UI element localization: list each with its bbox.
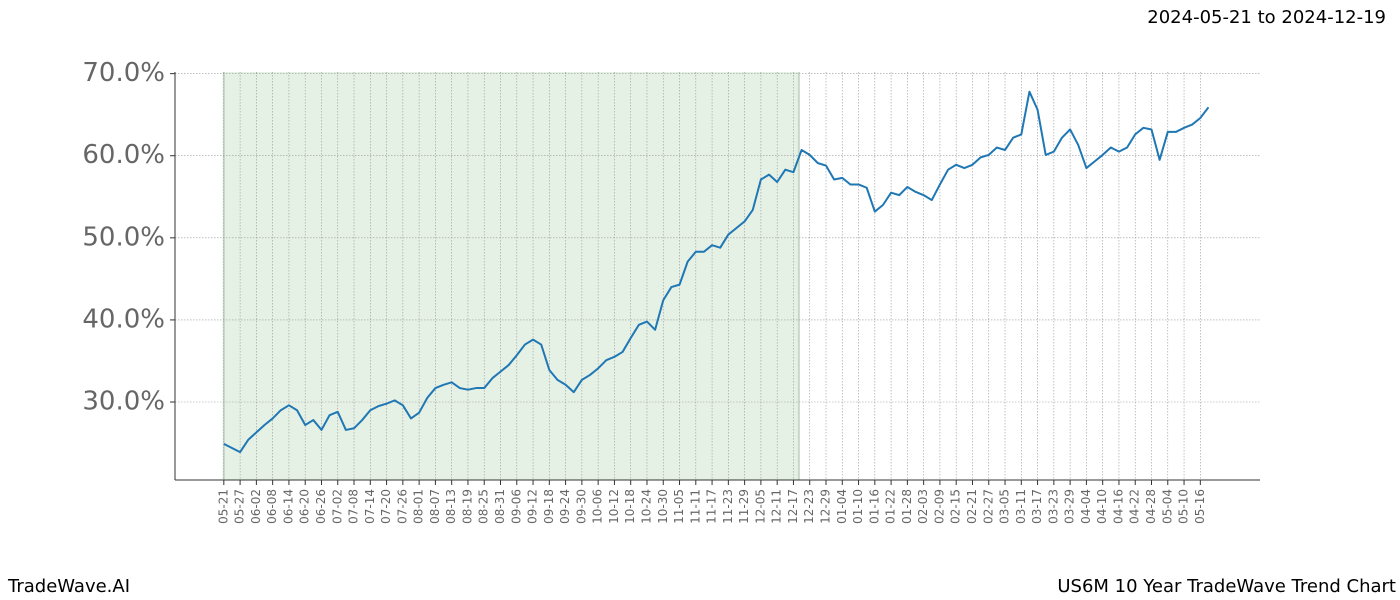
x-tick-label: 08-25 <box>477 489 491 524</box>
x-tick-label: 09-06 <box>509 489 523 524</box>
x-tick-label: 09-30 <box>574 489 588 524</box>
trend-line <box>223 90 1210 454</box>
x-tick-label: 08-31 <box>493 489 507 524</box>
x-tick-label: 09-18 <box>542 489 556 524</box>
x-tick-label: 05-27 <box>233 489 247 524</box>
x-tick-label: 07-02 <box>330 489 344 524</box>
x-tick-label: 04-04 <box>1079 489 1093 524</box>
x-tick-label: 12-29 <box>819 489 833 524</box>
x-tick-label: 02-03 <box>916 489 930 524</box>
x-tick-label: 02-09 <box>932 489 946 524</box>
x-tick-label: 06-02 <box>249 489 263 524</box>
x-tick-label: 01-28 <box>900 489 914 524</box>
x-tick-label: 01-04 <box>835 489 849 524</box>
x-tick-label: 02-15 <box>949 489 963 524</box>
x-tick-label: 03-05 <box>998 489 1012 524</box>
x-tick-label: 10-30 <box>656 489 670 524</box>
brand: TradeWave.AI <box>7 576 130 597</box>
x-tick-label: 04-28 <box>1144 489 1158 524</box>
x-tick-label: 10-12 <box>607 489 621 524</box>
highlight-band <box>223 72 799 480</box>
x-tick-label: 01-16 <box>867 489 881 524</box>
chart-caption: US6M 10 Year TradeWave Trend Chart <box>1057 576 1396 597</box>
x-tick-label: 03-11 <box>1014 489 1028 524</box>
x-tick-label: 09-12 <box>526 489 540 524</box>
x-tick-label: 02-21 <box>965 489 979 524</box>
x-tick-label: 08-01 <box>412 489 426 524</box>
x-tick-label: 07-14 <box>363 489 377 524</box>
y-tick-label: 60.0% <box>82 140 165 170</box>
y-tick-label: 30.0% <box>82 387 165 417</box>
x-tick-label: 08-07 <box>428 489 442 524</box>
x-tick-label: 01-10 <box>851 489 865 524</box>
x-tick-label: 07-08 <box>347 489 361 524</box>
x-tick-label: 11-11 <box>688 489 702 524</box>
x-tick-label: 03-29 <box>1063 489 1077 524</box>
x-tick-label: 08-13 <box>444 489 458 524</box>
x-tick-label: 07-20 <box>379 489 393 524</box>
x-tick-label: 11-23 <box>721 489 735 524</box>
x-tick-label: 04-10 <box>1095 489 1109 524</box>
x-tick-label: 06-26 <box>314 489 328 524</box>
date-range: 2024-05-21 to 2024-12-19 <box>1147 7 1386 28</box>
x-tick-label: 06-14 <box>281 489 295 524</box>
x-tick-label: 11-17 <box>705 489 719 524</box>
x-tick-label: 10-06 <box>591 489 605 524</box>
y-tick-label: 50.0% <box>82 222 165 252</box>
x-tick-label: 06-08 <box>265 489 279 524</box>
x-tick-label: 07-26 <box>395 489 409 524</box>
y-tick-label: 40.0% <box>82 304 165 334</box>
y-tick-label: 70.0% <box>82 58 165 88</box>
x-tick-label: 04-16 <box>1111 489 1125 524</box>
x-tick-label: 12-05 <box>753 489 767 524</box>
x-tick-label: 03-17 <box>1030 489 1044 524</box>
x-tick-label: 05-04 <box>1160 489 1174 524</box>
x-tick-label: 05-21 <box>216 489 230 524</box>
x-tick-label: 11-29 <box>737 489 751 524</box>
x-tick-label: 03-23 <box>1046 489 1060 524</box>
x-tick-label: 05-10 <box>1177 489 1191 524</box>
x-tick-label: 06-20 <box>298 489 312 524</box>
x-tick-label: 12-11 <box>770 489 784 524</box>
x-tick-label: 01-22 <box>884 489 898 524</box>
x-tick-label: 10-18 <box>623 489 637 524</box>
x-tick-label: 11-05 <box>672 489 686 524</box>
x-tick-label: 10-24 <box>639 489 653 524</box>
x-tick-label: 08-19 <box>460 489 474 524</box>
x-tick-label: 12-17 <box>786 489 800 524</box>
x-tick-label: 02-27 <box>981 489 995 524</box>
x-tick-label: 04-22 <box>1128 489 1142 524</box>
x-tick-label: 05-16 <box>1193 489 1207 524</box>
x-tick-label: 09-24 <box>558 489 572 524</box>
x-tick-label: 12-23 <box>802 489 816 524</box>
